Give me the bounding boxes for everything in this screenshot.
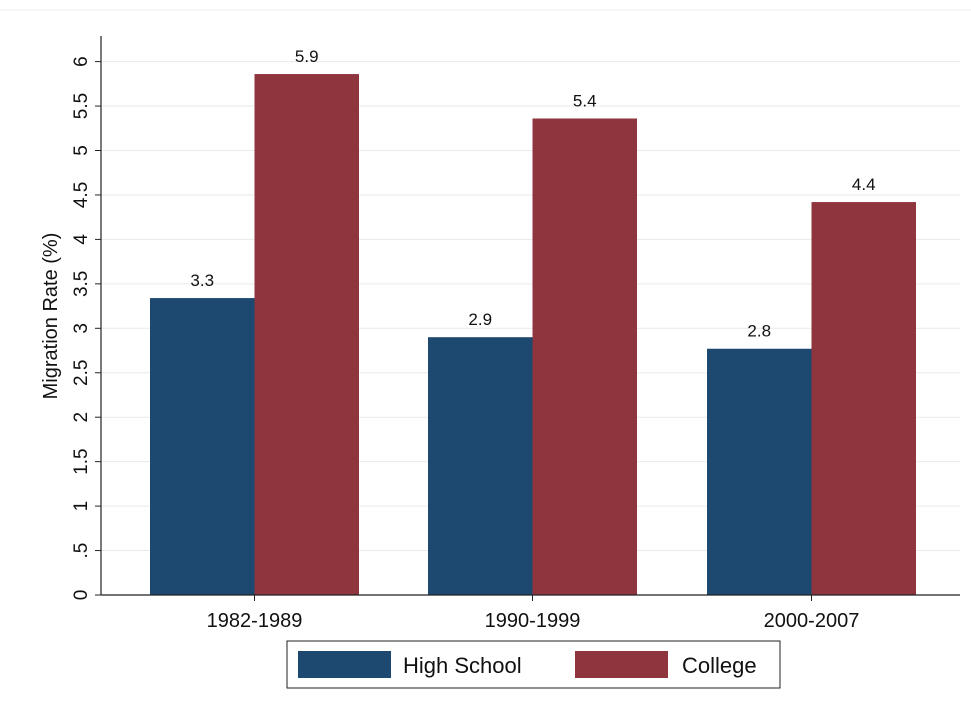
y-ticks: 0 .5 1 1.5 2 2.5 3 3.5 4 4.5 5 5.5 6 <box>71 56 101 600</box>
y-tick-label: .5 <box>71 543 92 559</box>
x-category-label: 1982-1989 <box>207 610 303 632</box>
bar-high-school <box>150 298 255 595</box>
x-category-label: 1990-1999 <box>485 610 581 632</box>
bar-college <box>532 118 637 595</box>
x-category-label: 2000-2007 <box>764 610 860 632</box>
y-tick-label: 0 <box>71 590 92 601</box>
y-tick-label: 1 <box>71 501 92 512</box>
y-tick-label: 3.5 <box>71 271 92 297</box>
legend-swatch-high-school <box>298 651 391 678</box>
bars <box>150 74 916 595</box>
bar-value-label: 4.4 <box>852 175 876 194</box>
legend: High School College <box>286 640 781 689</box>
bar-value-label: 5.4 <box>573 91 597 110</box>
y-tick-label: 5 <box>71 145 92 156</box>
bar-value-label: 2.8 <box>747 322 771 341</box>
axes: Migration Rate (%) <box>40 36 960 596</box>
x-category-labels: 1982-1989 1990-1999 2000-2007 <box>207 595 860 632</box>
bar-college <box>254 74 359 595</box>
y-tick-label: 2.5 <box>71 360 92 386</box>
legend-label-college: College <box>682 653 757 678</box>
bar-high-school <box>707 348 812 595</box>
legend-swatch-college <box>575 651 668 678</box>
legend-label-high-school: High School <box>403 653 522 678</box>
y-tick-label: 1.5 <box>71 448 92 474</box>
y-tick-label: 4.5 <box>71 182 92 208</box>
y-tick-label: 3 <box>71 323 92 334</box>
y-tick-label: 2 <box>71 412 92 423</box>
y-tick-label: 4 <box>71 234 92 245</box>
bar-value-label: 2.9 <box>468 310 492 329</box>
bar-college <box>811 202 916 595</box>
bar-high-school <box>428 337 533 595</box>
y-tick-label: 5.5 <box>71 93 92 119</box>
bar-value-labels: 3.3 5.9 2.9 5.4 2.8 4.4 <box>190 47 875 341</box>
y-tick-label: 6 <box>71 56 92 67</box>
y-axis-title: Migration Rate (%) <box>40 233 62 400</box>
bar-value-label: 5.9 <box>295 47 319 66</box>
bar-value-label: 3.3 <box>190 271 214 290</box>
